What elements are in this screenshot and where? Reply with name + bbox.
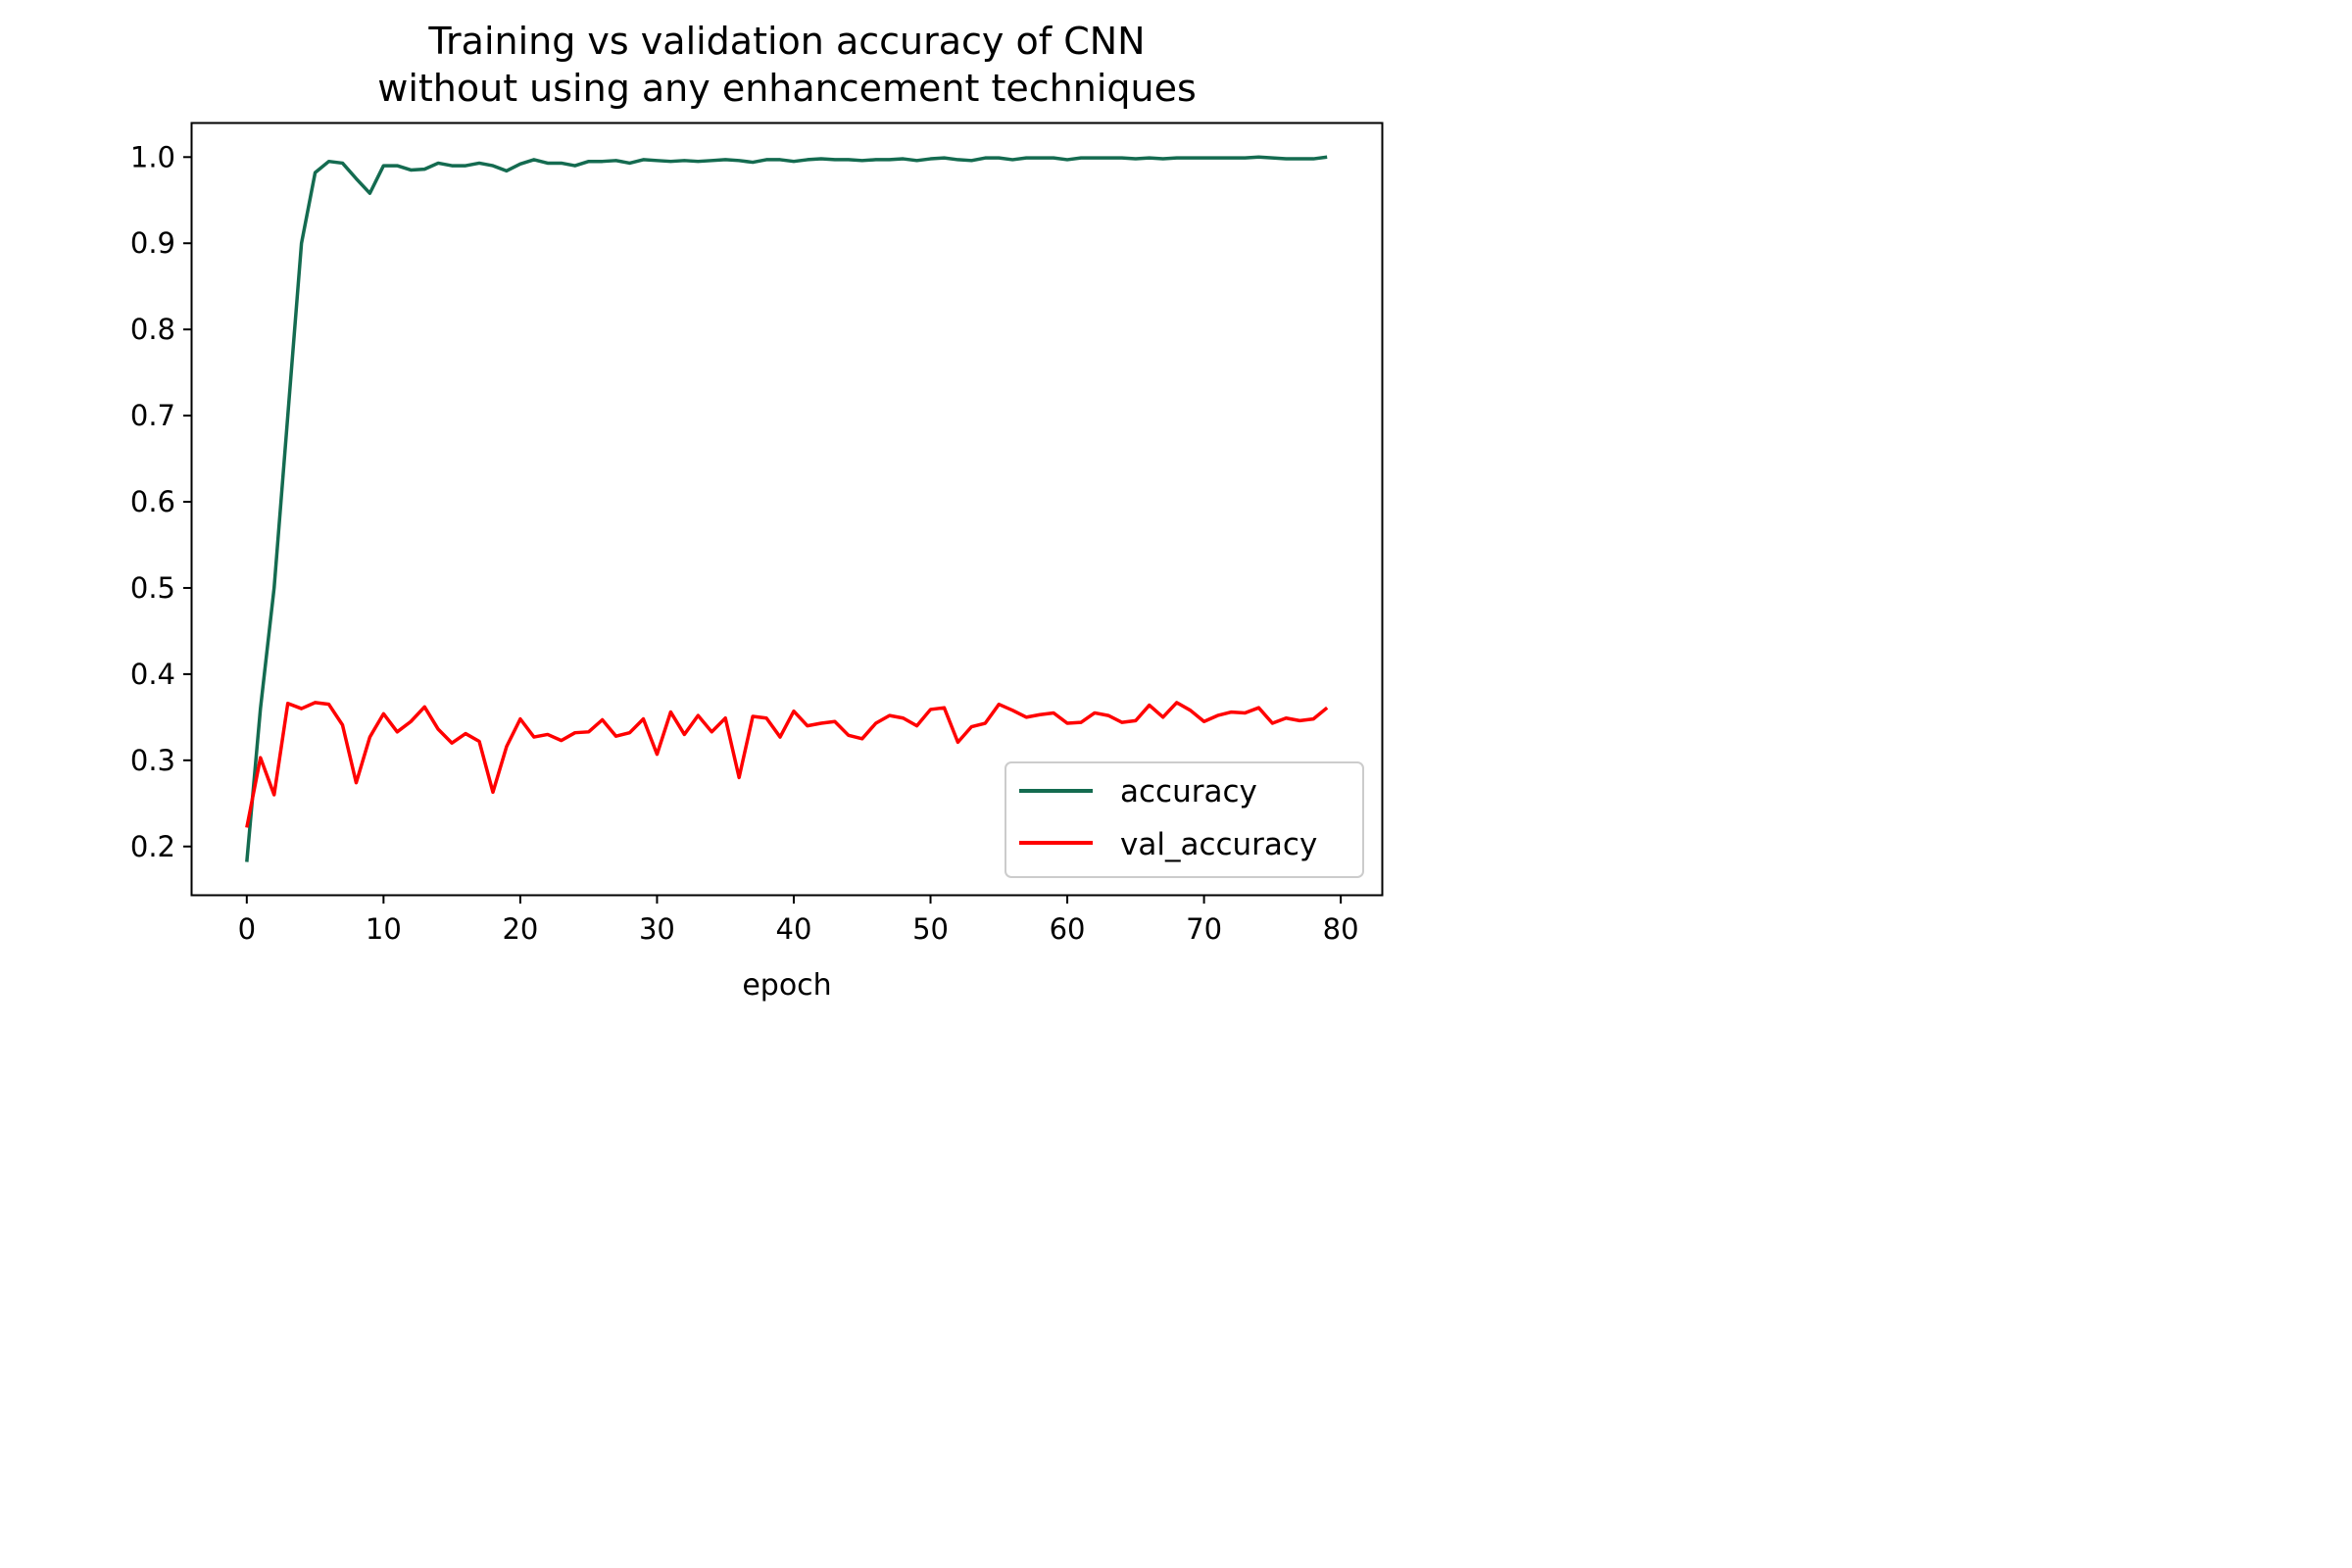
x-tick-label: 0 <box>238 912 256 946</box>
y-tick-label: 0.3 <box>130 744 175 777</box>
x-tick-label: 30 <box>639 912 675 946</box>
x-axis-label: epoch <box>742 968 831 1003</box>
x-tick-label: 20 <box>502 912 538 946</box>
chart-container: Training vs validation accuracy of CNN w… <box>0 0 1516 1022</box>
y-tick-label: 0.5 <box>130 571 175 605</box>
x-tick-label: 10 <box>366 912 402 946</box>
plot-frame <box>190 122 1384 897</box>
y-axis-ticks: 0.2 0.3 0.4 0.5 0.6 0.7 0.8 0.9 1.0 <box>130 140 192 863</box>
y-tick-label: 0.4 <box>130 658 175 691</box>
y-tick-label: 0.8 <box>130 313 175 346</box>
x-axis-ticks: 0 10 20 30 40 50 60 70 80 <box>238 895 1359 946</box>
series-line-val-accuracy <box>245 701 1329 828</box>
series-layer <box>245 155 1329 862</box>
series-line-accuracy <box>245 155 1328 862</box>
chart-title-line-2: without using any enhancement techniques <box>377 67 1197 110</box>
legend-label-val-accuracy: val_accuracy <box>1120 827 1317 862</box>
legend: accuracy val_accuracy <box>1004 761 1364 878</box>
y-tick-label: 0.2 <box>130 830 175 863</box>
line-chart: Training vs validation accuracy of CNN w… <box>130 20 1384 1003</box>
x-tick-label: 40 <box>776 912 812 946</box>
y-tick-label: 0.6 <box>130 485 175 518</box>
chart-title-line-1: Training vs validation accuracy of CNN <box>427 20 1145 63</box>
x-tick-label: 50 <box>912 912 949 946</box>
y-tick-label: 0.7 <box>130 399 175 432</box>
y-tick-label: 0.9 <box>130 226 175 260</box>
legend-label-accuracy: accuracy <box>1120 774 1257 809</box>
x-tick-label: 80 <box>1323 912 1359 946</box>
legend-box <box>1004 761 1364 878</box>
x-tick-label: 60 <box>1050 912 1086 946</box>
x-tick-label: 70 <box>1186 912 1222 946</box>
y-tick-label: 1.0 <box>130 140 175 173</box>
